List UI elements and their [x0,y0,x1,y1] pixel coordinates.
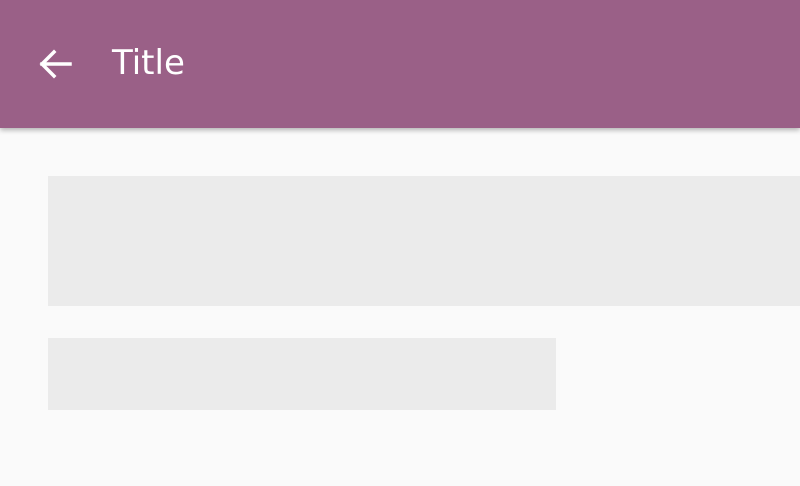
content-placeholder-large [48,176,800,306]
content-placeholder-small [48,338,556,410]
page-title: Title [112,43,185,83]
back-button[interactable] [36,44,76,84]
arrow-back-icon [39,49,72,79]
app-bar: Title [0,0,800,128]
